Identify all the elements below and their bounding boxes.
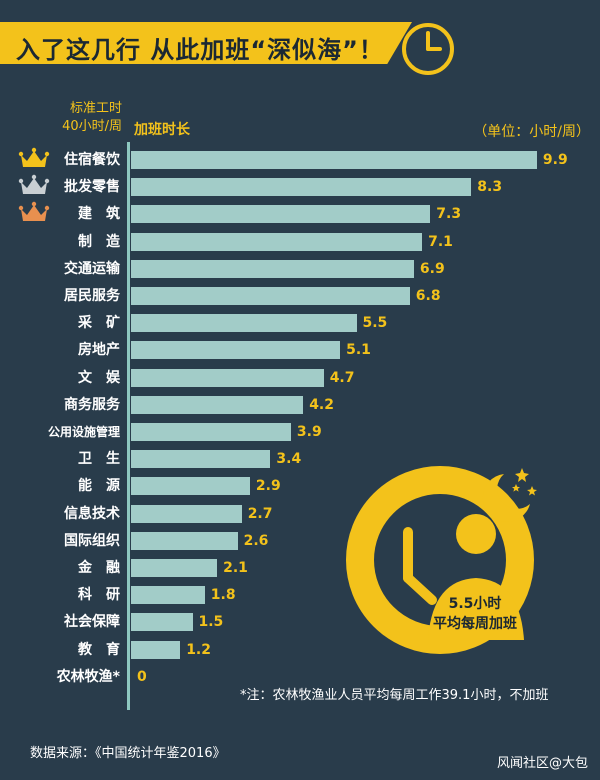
bar: [131, 232, 423, 251]
category-label: 居民服务: [64, 288, 120, 304]
bar: [131, 341, 341, 360]
bar: [131, 504, 242, 523]
bar: [131, 287, 410, 305]
category-label: 采 矿: [78, 315, 120, 332]
value-label: 1.2: [186, 641, 211, 658]
average-caption: 平均每周加班: [433, 616, 517, 632]
bar: [131, 395, 304, 414]
category-label: 农林牧渔*: [56, 668, 120, 685]
average-value: 5.5小时: [448, 596, 502, 612]
category-label: 卫 生: [78, 451, 120, 468]
moon-icon: [482, 468, 537, 522]
standard-hours-label: 标准工时 40小时/周: [30, 100, 122, 136]
bar: [131, 586, 205, 605]
standard-hours-line1: 标准工时: [69, 101, 122, 116]
baseline-axis: [127, 142, 130, 710]
bar: [131, 205, 431, 224]
bar: [131, 613, 193, 632]
bar: [131, 259, 414, 278]
value-label: 0: [137, 668, 147, 685]
crown-icon: [18, 174, 50, 195]
value-label: 2.1: [223, 560, 248, 576]
value-label: 3.4: [276, 451, 302, 468]
crown-icon: [18, 147, 50, 167]
category-label: 建 筑: [78, 206, 120, 223]
value-label: 3.9: [296, 424, 322, 440]
category-label: 能 源: [78, 478, 120, 495]
value-label: 7.1: [428, 233, 453, 250]
category-label: 信息技术: [64, 505, 120, 522]
category-label: 商务服务: [64, 396, 120, 413]
category-label: 社会保障: [64, 614, 120, 631]
category-label: 住宿餐饮: [64, 152, 120, 168]
category-label: 房地产: [78, 342, 120, 359]
bar: [131, 477, 250, 496]
category-label: 金 融: [78, 560, 120, 576]
credit: 风闻社区@大包: [496, 756, 588, 771]
category-label: 文 娱: [78, 369, 120, 386]
value-label: 6.9: [419, 260, 445, 277]
bar: [131, 178, 472, 197]
category-label: 批发零售: [64, 179, 120, 196]
bar: [131, 368, 324, 387]
value-label: 7.3: [436, 206, 462, 223]
value-label: 4.2: [309, 396, 334, 413]
value-label: 2.7: [247, 505, 273, 522]
clock-icon: [402, 23, 454, 75]
bar: [131, 640, 181, 659]
value-label: 9.9: [542, 152, 568, 168]
unit-label: （单位：小时/周）: [473, 124, 590, 140]
category-label: 交通运输: [64, 260, 120, 277]
bar: [131, 423, 291, 441]
bar: [131, 531, 238, 550]
category-label: 公用设施管理: [47, 425, 120, 439]
value-label: 2.6: [243, 532, 269, 549]
category-label: 制 造: [78, 233, 120, 250]
category-label: 教 育: [78, 641, 120, 658]
crown-icon: [18, 202, 50, 222]
value-label: 2.9: [255, 478, 281, 495]
average-hours-label: 5.5小时 平均每周加班: [428, 594, 522, 634]
bar: [131, 450, 271, 469]
value-label: 4.7: [329, 369, 355, 386]
overtime-axis-label: 加班时长: [134, 122, 190, 138]
bar: [131, 314, 357, 333]
category-label: 国际组织: [64, 532, 120, 549]
standard-hours-line2: 40小时/周: [62, 119, 122, 134]
value-label: 5.1: [346, 342, 371, 359]
value-label: 1.8: [210, 587, 236, 604]
bar: [131, 151, 537, 169]
footnote: *注：农林牧渔业人员平均每周工作39.1小时，不加班: [240, 688, 549, 703]
average-hours-icon: [346, 466, 534, 654]
bar: [131, 559, 218, 577]
value-label: 6.8: [415, 288, 441, 304]
value-label: 1.5: [198, 614, 224, 631]
value-label: 8.3: [477, 179, 503, 196]
category-label: 科 研: [78, 587, 120, 604]
data-source: 数据来源：《中国统计年鉴2016》: [30, 746, 226, 761]
value-label: 5.5: [362, 315, 388, 332]
page-title: 入了这几行 从此加班“深似海”！: [16, 36, 384, 64]
title-banner: [0, 22, 412, 64]
